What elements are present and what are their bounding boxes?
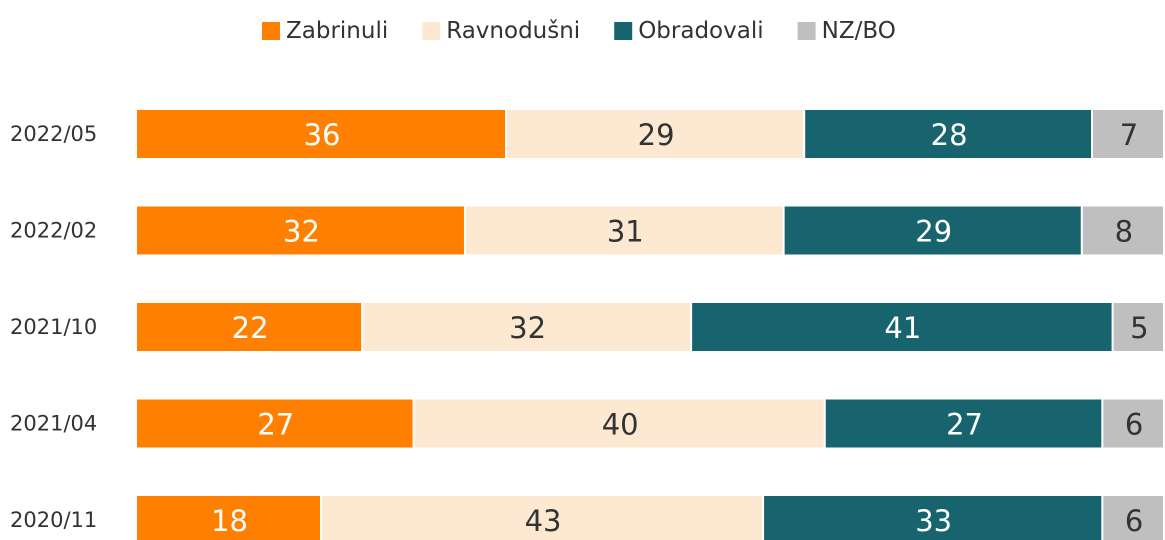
bar-segment (507, 110, 804, 158)
data-label: 28 (931, 118, 968, 152)
data-label: 18 (211, 504, 248, 538)
data-label: 27 (946, 408, 983, 442)
data-label: 32 (283, 215, 320, 249)
data-label: 41 (884, 311, 921, 345)
data-label: 32 (509, 311, 546, 345)
bar-segment (363, 303, 691, 351)
bar-segment (137, 206, 464, 255)
data-label: 6 (1125, 504, 1143, 538)
bar-segment (764, 496, 1102, 540)
legend-swatch (797, 22, 816, 40)
y-tick-label: 2021/10 (10, 315, 97, 339)
bar-segment (137, 303, 362, 351)
bar-segment (1103, 496, 1163, 540)
bar-segment (692, 303, 1112, 351)
y-tick-label: 2022/05 (10, 122, 97, 146)
bar-segment (825, 399, 1102, 448)
data-label: 29 (638, 118, 675, 152)
data-label: 5 (1130, 311, 1148, 345)
legend-swatch (422, 22, 441, 40)
bar-segment (137, 399, 413, 448)
bar-segment (1113, 303, 1163, 351)
data-label: 40 (602, 408, 639, 442)
legend-label: Ravnodušni (446, 18, 580, 44)
bar-segment (414, 399, 824, 448)
y-tick-label: 2022/02 (10, 219, 97, 243)
bar-segment (137, 110, 506, 158)
data-label: 7 (1120, 118, 1138, 152)
bar-segment (322, 496, 763, 540)
legend-label: Obradovali (638, 18, 763, 44)
legend-swatch (614, 22, 633, 40)
data-label: 27 (257, 408, 294, 442)
legend-swatch (262, 22, 280, 40)
bar-segment (784, 206, 1081, 255)
data-label: 6 (1125, 408, 1143, 442)
bar-segment (1103, 399, 1163, 448)
data-label: 22 (232, 311, 269, 345)
data-label: 8 (1115, 215, 1133, 249)
data-label: 33 (915, 504, 952, 538)
data-label: 43 (525, 504, 562, 538)
y-tick-label: 2020/11 (10, 508, 97, 532)
data-label: 29 (915, 215, 952, 249)
data-label: 36 (304, 118, 341, 152)
y-tick-label: 2021/04 (10, 412, 97, 436)
bar-segment (1093, 110, 1163, 158)
bar-segment (805, 110, 1092, 158)
legend-label: NZ/BO (822, 18, 896, 44)
bar-segment (465, 206, 783, 255)
bar-segment (1082, 206, 1163, 255)
bar-segment (137, 496, 321, 540)
legend-label: Zabrinuli (286, 18, 388, 44)
data-label: 31 (607, 215, 644, 249)
